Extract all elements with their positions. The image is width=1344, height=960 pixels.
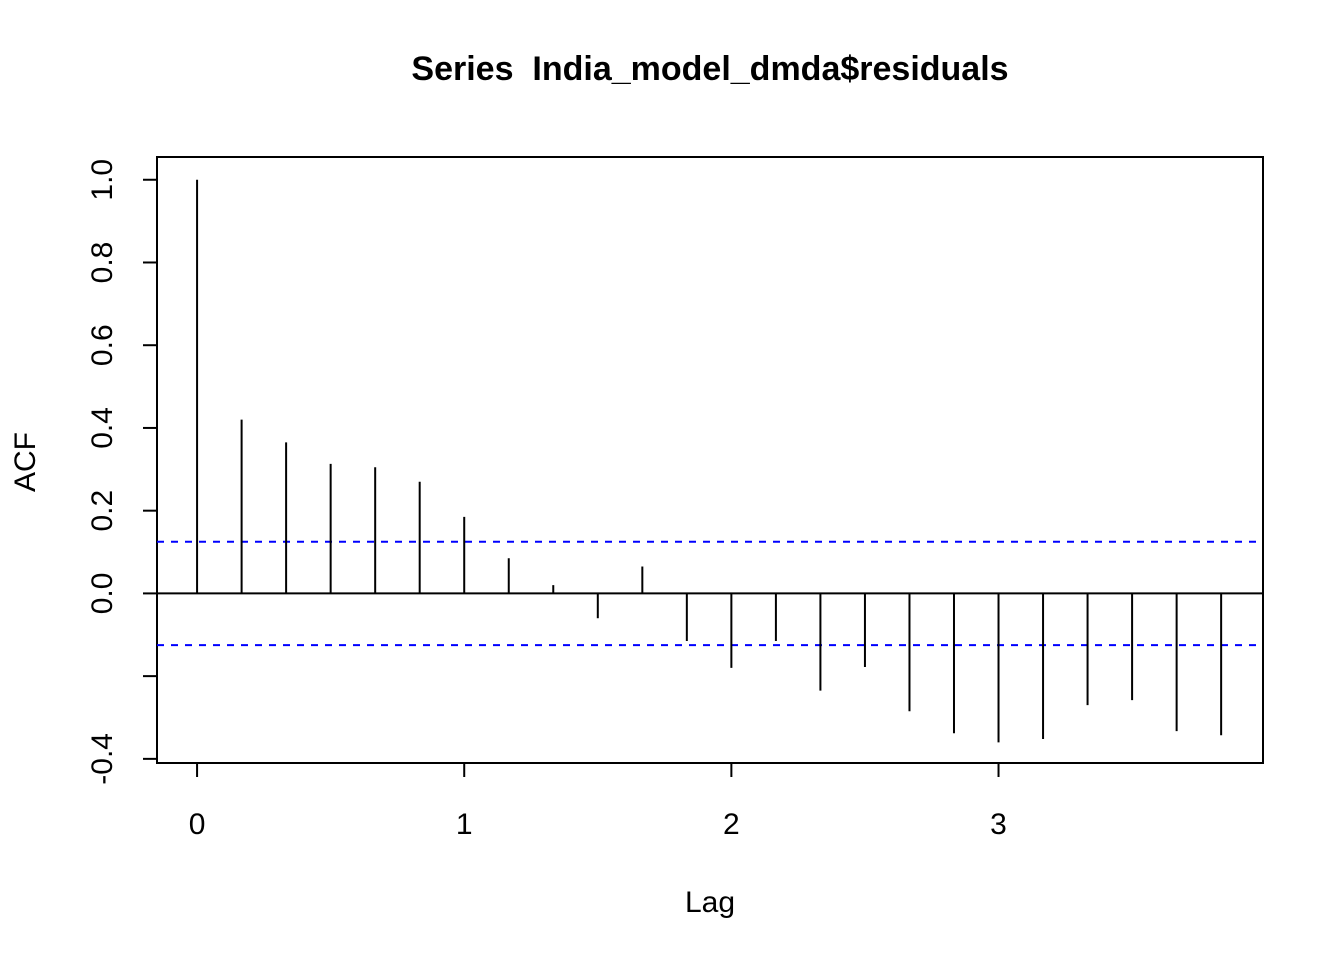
y-tick-label: 0.4 [86,407,119,449]
y-axis-label: ACF [9,432,42,492]
x-tick-label: 2 [723,808,740,841]
x-axis: 0 1 2 3 [189,762,1007,841]
y-tick-label: 1.0 [86,159,119,201]
acf-bars [196,179,1223,743]
x-tick-label: 0 [189,808,206,841]
chart-title: Series India_model_dmda$residuals [411,50,1008,88]
y-tick-label: 0.2 [86,490,119,532]
y-tick-label: 0.0 [86,573,119,615]
y-axis: -0.4 0.0 0.2 0.4 0.6 0.8 1.0 [86,159,158,785]
x-tick-label: 3 [990,808,1007,841]
confidence-bands [157,540,1263,647]
y-tick-label: -0.4 [86,733,119,785]
x-tick-label: 1 [456,808,473,841]
y-tick-label: 0.8 [86,242,119,284]
y-tick-label: 0.6 [86,324,119,366]
plot-frame [156,156,1264,764]
x-axis-label: Lag [685,886,735,919]
